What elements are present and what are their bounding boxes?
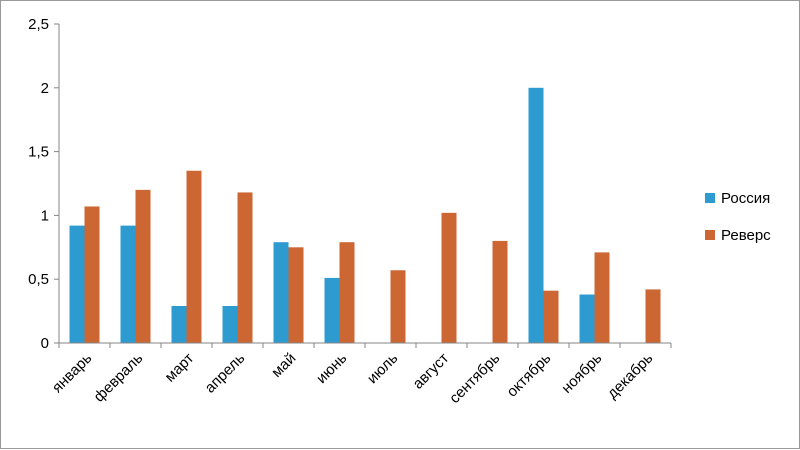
bar-Россия-февраль <box>120 225 136 343</box>
x-category-label: май <box>268 350 299 381</box>
x-category-label: апрель <box>202 350 249 397</box>
y-tick-label: 1,5 <box>28 144 49 161</box>
y-tick-label: 2 <box>41 80 49 97</box>
bar-Россия-ноябрь <box>579 294 595 343</box>
y-tick-label: 1 <box>41 207 49 224</box>
legend-label: Реверс <box>721 227 771 244</box>
x-category-label: октябрь <box>504 350 555 401</box>
x-category-label: январь <box>49 350 96 397</box>
x-category-label: март <box>162 350 198 386</box>
bar-Реверс-август <box>441 212 457 343</box>
x-category-label: август <box>410 350 453 393</box>
bar-Реверс-январь <box>84 206 100 343</box>
bar-Россия-январь <box>69 225 85 343</box>
bar-Реверс-февраль <box>135 189 151 343</box>
bar-Реверс-март <box>186 170 202 343</box>
legend-label: Россия <box>721 190 770 207</box>
y-tick-label: 2,5 <box>28 16 49 33</box>
y-tick-label: 0,5 <box>28 271 49 288</box>
bar-Россия-октябрь <box>528 87 544 343</box>
x-category-label: июнь <box>313 350 350 387</box>
y-tick-label: 0 <box>41 335 49 352</box>
bar-Россия-март <box>171 305 187 343</box>
bar-Реверс-май <box>288 247 304 343</box>
bar-Реверс-декабрь <box>645 289 661 343</box>
bar-Россия-апрель <box>222 305 238 343</box>
bar-Россия-май <box>273 242 289 343</box>
x-category-label: февраль <box>91 350 147 406</box>
x-category-label: сентябрь <box>446 350 503 407</box>
bar-Реверс-июль <box>390 270 406 343</box>
bar-Реверс-июнь <box>339 242 355 343</box>
y-axis-ticks: 0 0,5 1 1,5 2 2,5 <box>28 16 59 352</box>
axes <box>58 24 672 348</box>
bars <box>69 87 661 343</box>
bar-Реверс-апрель <box>237 192 253 343</box>
bar-Реверс-сентябрь <box>492 240 508 343</box>
x-category-label: ноябрь <box>558 350 605 397</box>
bar-Реверс-ноябрь <box>594 252 610 343</box>
legend: Россия Реверс <box>705 190 771 244</box>
legend-swatch-Реверс <box>705 230 715 240</box>
bar-Россия-июнь <box>324 277 340 343</box>
x-category-label: июль <box>364 350 402 388</box>
bar-Реверс-октябрь <box>543 290 559 343</box>
legend-swatch-Россия <box>705 193 715 203</box>
x-category-label: декабрь <box>604 350 657 403</box>
